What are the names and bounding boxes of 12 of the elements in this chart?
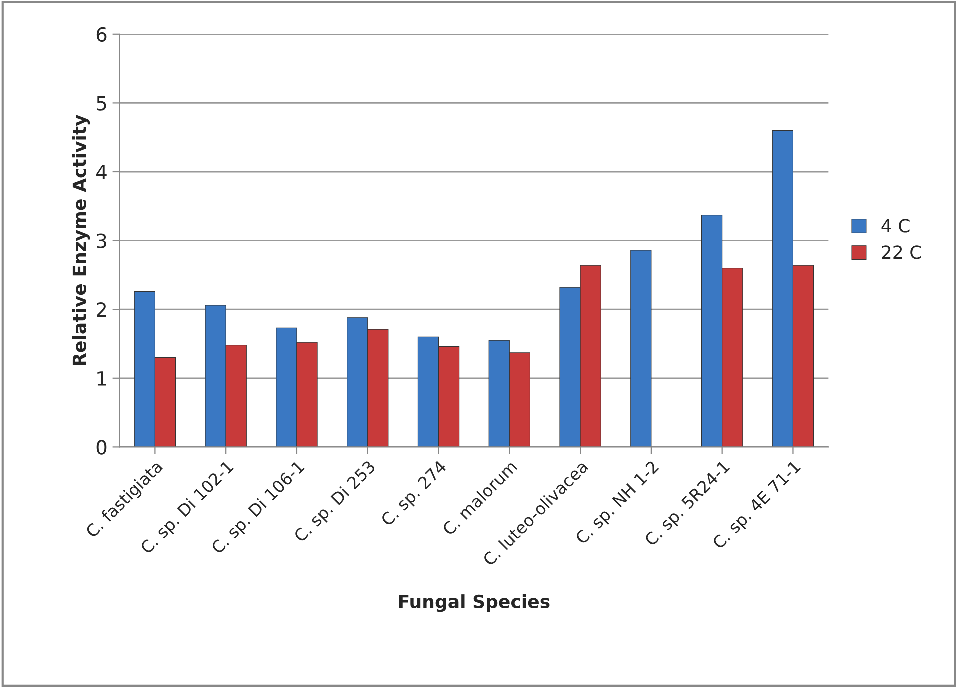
x-axis-title: Fungal Species <box>399 594 550 612</box>
y-axis-title: Relative Enzyme Activity <box>72 114 90 366</box>
y-tick-label: 5 <box>97 96 106 111</box>
legend-label: 4 C <box>882 219 910 233</box>
y-tick-label: 6 <box>96 27 107 42</box>
bar <box>630 250 652 448</box>
legend-label: 22 C <box>882 246 922 260</box>
y-tick-label: 2 <box>97 302 106 317</box>
y-tick-label: 4 <box>96 165 107 180</box>
y-tick-label: 1 <box>98 372 106 386</box>
y-tick-label: 0 <box>96 440 107 455</box>
y-tick-label: 3 <box>97 234 106 248</box>
